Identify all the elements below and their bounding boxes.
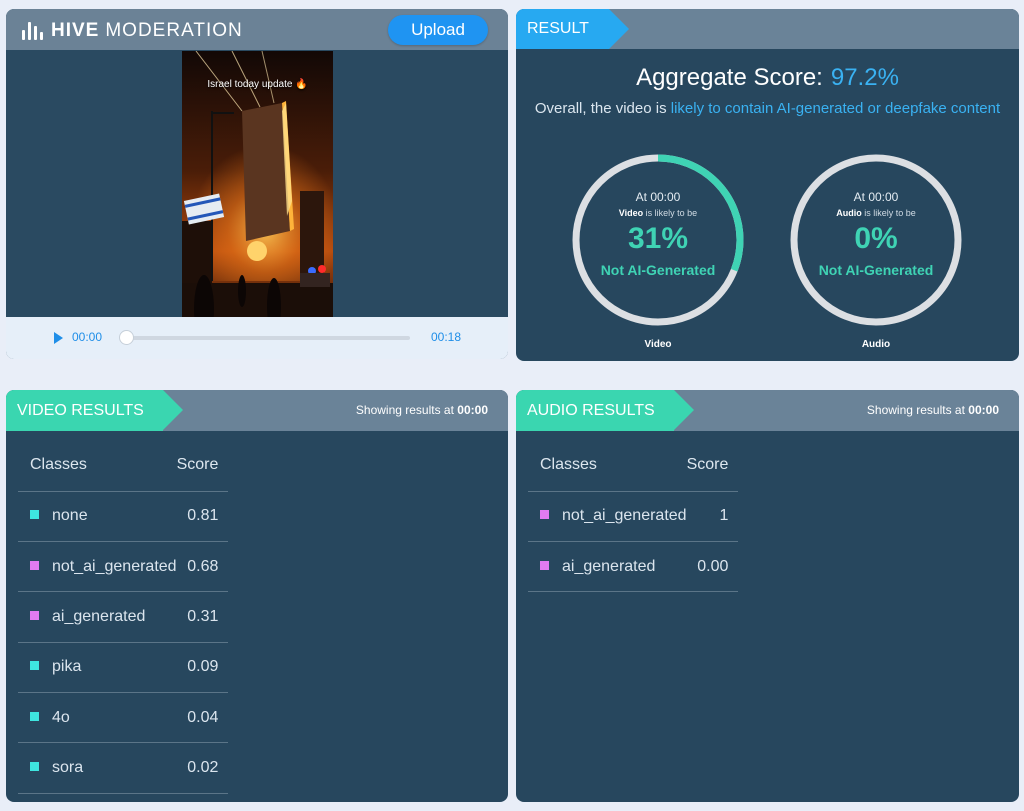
video-results-header: VIDEO RESULTS Showing results at 00:00 — [6, 390, 508, 431]
audio-gauge-likely: Audio is likely to be — [836, 208, 916, 218]
class-cell: sora — [18, 742, 177, 794]
result-panel-header: RESULT — [516, 9, 1019, 49]
brand-light: MODERATION — [105, 20, 243, 41]
class-color-square — [30, 560, 39, 570]
class-cell: not_ai_generated — [18, 541, 177, 593]
video-gauge-arc — [572, 154, 744, 326]
video-gauge-percent: 31% — [627, 222, 689, 255]
class-cell: ai_generated — [528, 541, 687, 593]
table-row: not_ai_generated 0.68 — [18, 541, 229, 593]
class-name: 4o — [52, 708, 70, 726]
table-row: none 0.81 — [18, 491, 229, 542]
table-header-row: Classes Score — [18, 440, 229, 492]
class-color-square — [30, 510, 39, 520]
video-results-showing: Showing results at 00:00 — [355, 403, 488, 417]
video-results-table: Classes Score none 0.81 not_ai_generated 0.… — [18, 440, 229, 794]
score-cell: 0.00 — [686, 541, 739, 593]
class-name: pika — [52, 658, 82, 676]
play-icon[interactable] — [54, 332, 63, 344]
table-row: not_ai_generated 1 — [528, 491, 739, 542]
audio-gauge-label: Audio — [861, 339, 891, 350]
audio-results-panel: AUDIO RESULTS Showing results at 00:00 C… — [516, 390, 1019, 802]
score-cell: 0.31 — [176, 591, 229, 643]
player-controls: 00:00 00:18 — [6, 317, 508, 359]
video-gauge-likely: Video is likely to be — [618, 208, 698, 218]
score-cell: 0.04 — [176, 692, 229, 744]
brand-bold: HIVE — [51, 20, 100, 41]
score-cell: 0.68 — [176, 541, 229, 593]
audio-gauge-percent: 0% — [854, 222, 898, 255]
audio-gauge-time: At 00:00 — [853, 190, 899, 204]
hive-logo-icon — [22, 22, 43, 40]
video-results-tag: VIDEO RESULTS — [6, 390, 183, 431]
result-tag: RESULT — [516, 9, 629, 49]
seek-track[interactable] — [124, 336, 410, 340]
class-name: not_ai_generated — [562, 507, 687, 525]
class-cell: 4o — [18, 692, 177, 744]
col-score: Score — [686, 440, 739, 492]
video-gauge-time: At 00:00 — [635, 190, 681, 204]
duration: 00:18 — [430, 330, 461, 344]
class-name: ai_generated — [52, 607, 146, 625]
score-cell: 0.09 — [176, 642, 229, 694]
overall-prefix: Overall, the video is — [534, 100, 667, 117]
table-row: sora 0.02 — [18, 742, 229, 794]
video-gauge-label: Video — [644, 339, 672, 350]
video-still — [182, 51, 333, 318]
video-panel: HIVE MODERATION Upload — [6, 9, 508, 359]
table-row: 4o 0.04 — [18, 692, 229, 744]
score-cell: 0.02 — [176, 742, 229, 794]
seek-knob[interactable] — [119, 330, 134, 345]
class-color-square — [540, 560, 549, 570]
class-color-square — [30, 661, 39, 671]
col-score: Score — [176, 440, 229, 492]
table-row: pika 0.09 — [18, 642, 229, 694]
class-cell: pika — [18, 642, 177, 694]
aggregate-label: Aggregate Score: — [636, 64, 823, 91]
class-name: sora — [52, 759, 84, 777]
aggregate-value: 97.2% — [830, 64, 899, 91]
hive-logo: HIVE MODERATION — [22, 20, 243, 42]
score-cell: 1 — [686, 491, 739, 542]
class-color-square — [540, 510, 549, 520]
video-gauge-ring — [572, 154, 744, 326]
class-cell: ai_generated — [18, 591, 177, 643]
audio-results-header: AUDIO RESULTS Showing results at 00:00 — [516, 390, 1019, 431]
audio-gauge-verdict: Not AI-Generated — [818, 262, 934, 278]
class-name: ai_generated — [562, 557, 656, 575]
video-frame[interactable]: Israel today update 🔥 — [182, 51, 333, 318]
upload-button[interactable]: Upload — [388, 15, 488, 45]
video-gauge-verdict: Not AI-Generated — [600, 262, 716, 278]
video-results-panel: VIDEO RESULTS Showing results at 00:00 C… — [6, 390, 508, 802]
table-row: ai_generated 0.31 — [18, 591, 229, 643]
video-gauge: At 00:00 Video is likely to be 31% Not A… — [570, 152, 746, 328]
audio-gauge-ring — [790, 154, 962, 326]
video-panel-header: HIVE MODERATION Upload — [6, 9, 508, 50]
col-classes: Classes — [528, 440, 687, 492]
overall-summary: Overall, the video is likely to contain … — [526, 97, 1009, 120]
video-caption: Israel today update 🔥 — [207, 79, 308, 90]
class-color-square — [30, 762, 39, 772]
current-time: 00:00 — [72, 330, 103, 344]
class-color-square — [30, 711, 39, 721]
class-name: none — [52, 507, 88, 525]
aggregate-score: Aggregate Score: 97.2% — [516, 64, 1019, 92]
audio-gauge: At 00:00 Audio is likely to be 0% Not AI… — [788, 152, 964, 328]
result-panel: RESULT Aggregate Score: 97.2% Overall, th… — [516, 9, 1019, 361]
col-classes: Classes — [18, 440, 177, 492]
class-name: not_ai_generated — [52, 557, 177, 575]
overall-highlight: likely to contain AI-generated or deepfa… — [670, 100, 1001, 117]
class-cell: none — [18, 491, 177, 542]
score-cell: 0.81 — [176, 491, 229, 542]
class-cell: not_ai_generated — [528, 491, 687, 542]
table-header-row: Classes Score — [528, 440, 739, 492]
audio-results-tag: AUDIO RESULTS — [516, 390, 694, 431]
audio-results-showing: Showing results at 00:00 — [866, 403, 999, 417]
class-color-square — [30, 610, 39, 620]
table-row: ai_generated 0.00 — [528, 541, 739, 593]
audio-results-table: Classes Score not_ai_generated 1 ai_genera… — [528, 440, 739, 593]
